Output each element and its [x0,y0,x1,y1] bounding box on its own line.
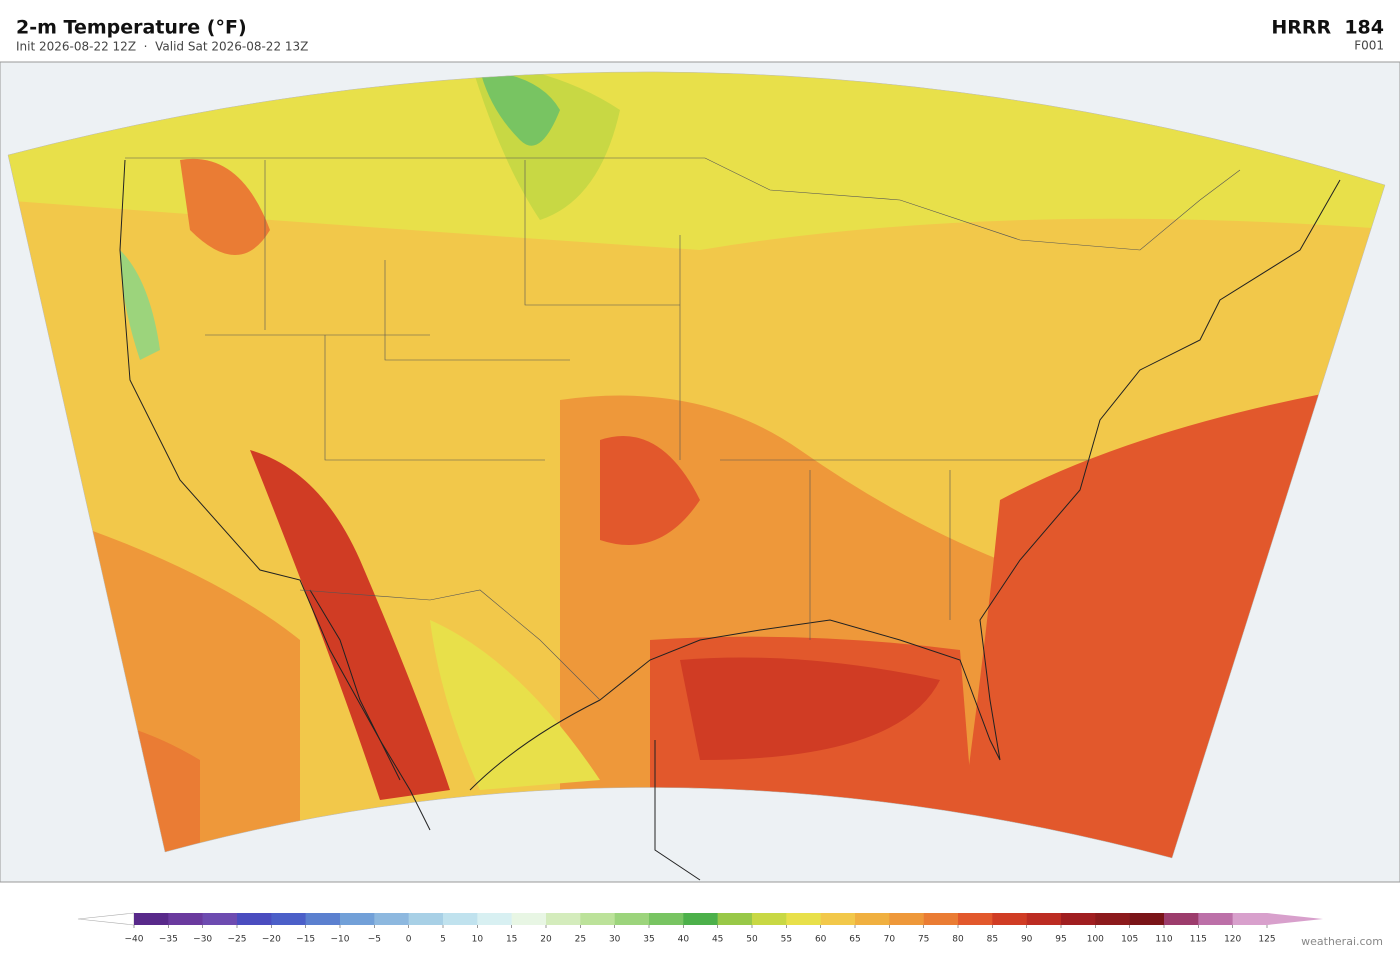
colorbar-over [1267,913,1323,925]
colorbar-bin [580,913,615,925]
colorbar-bin [1198,913,1233,925]
colorbar-bin [408,913,444,925]
colorbar-tick-label: 50 [746,935,758,945]
colorbar-bin [1061,913,1096,925]
colorbar-bin [958,913,993,925]
colorbar-bin [202,913,238,925]
colorbar-tick-label: 30 [609,935,621,945]
forecast-hour: F001 [1354,39,1384,53]
colorbar-tick-label: 105 [1121,935,1138,945]
colorbar-tick-label: 5 [440,935,446,945]
colorbar-bin [717,913,753,925]
colorbar-tick-label: 100 [1087,935,1104,945]
colorbar-bin [752,913,787,925]
colorbar-tick-label: −40 [125,935,144,945]
colorbar-bin [237,913,272,925]
colorbar-tick-label: 35 [643,935,654,945]
credit: weatherai.com [1301,935,1383,948]
subtitle: Init 2026-08-22 12Z · Valid Sat 2026-08-… [16,40,308,54]
colorbar-tick-label: 15 [506,935,517,945]
colorbar-under [77,912,135,926]
colorbar-bin [511,913,547,925]
colorbar: −40 −35 −30 −25 −20 −15 −10 −5 0 5 10 15 20 25 30 35 40 4… [77,912,1323,945]
colorbar-tick-label: −5 [368,935,381,945]
colorbar-tick-label: −35 [159,935,178,945]
colorbar-tick-label: 0 [406,935,412,945]
colorbar-tick-label: −25 [228,935,247,945]
colorbar-bin [340,913,375,925]
colorbar-bin [271,913,306,925]
colorbar-bin [889,913,924,925]
colorbar-tick-label: 60 [815,935,827,945]
colorbar-tick-label: 40 [678,935,690,945]
colorbar-tick-label: −30 [193,935,212,945]
colorbar-tick-label: 125 [1258,935,1275,945]
colorbar-bin [134,913,169,925]
colorbar-tick-label: 95 [1055,935,1066,945]
colorbar-tick-label: 20 [540,935,552,945]
colorbar-bin [614,913,650,925]
colorbar-bin [1095,913,1130,925]
colorbar-bin [305,913,341,925]
colorbar-tick-label: 80 [952,935,964,945]
colorbar-tick-label: 115 [1190,935,1207,945]
colorbar-bin [820,913,856,925]
colorbar-bin [477,913,512,925]
colorbar-bin [374,913,409,925]
colorbar-tick-label: 120 [1224,935,1241,945]
colorbar-tick-label: 45 [712,935,723,945]
colorbar-bin [786,913,821,925]
colorbar-tick-label: −15 [296,935,315,945]
colorbar-bin [649,913,684,925]
colorbar-bin [923,913,959,925]
colorbar-bin [1129,913,1165,925]
colorbar-tick-label: 10 [472,935,484,945]
colorbar-bin [1026,913,1062,925]
colorbar-bin [1232,913,1268,925]
colorbar-tick-label: 70 [884,935,896,945]
model: HRRR 184 [1271,17,1384,39]
colorbar-bin [546,913,581,925]
colorbar-bin [1164,913,1199,925]
colorbar-tick-label: 85 [987,935,998,945]
colorbar-bin [683,913,718,925]
map [0,61,1400,883]
colorbar-bin [168,913,203,925]
colorbar-tick-label: 90 [1021,935,1033,945]
colorbar-tick-label: 55 [781,935,792,945]
colorbar-tick-label: −10 [331,935,350,945]
title: 2-m Temperature (°F) [16,17,247,39]
colorbar-tick-label: −20 [262,935,281,945]
colorbar-tick-label: 75 [918,935,929,945]
colorbar-tick-label: 25 [575,935,586,945]
colorbar-bin [443,913,478,925]
colorbar-tick-label: 110 [1155,935,1172,945]
colorbar-bin [855,913,890,925]
colorbar-tick-label: 65 [849,935,860,945]
colorbar-bin [992,913,1027,925]
